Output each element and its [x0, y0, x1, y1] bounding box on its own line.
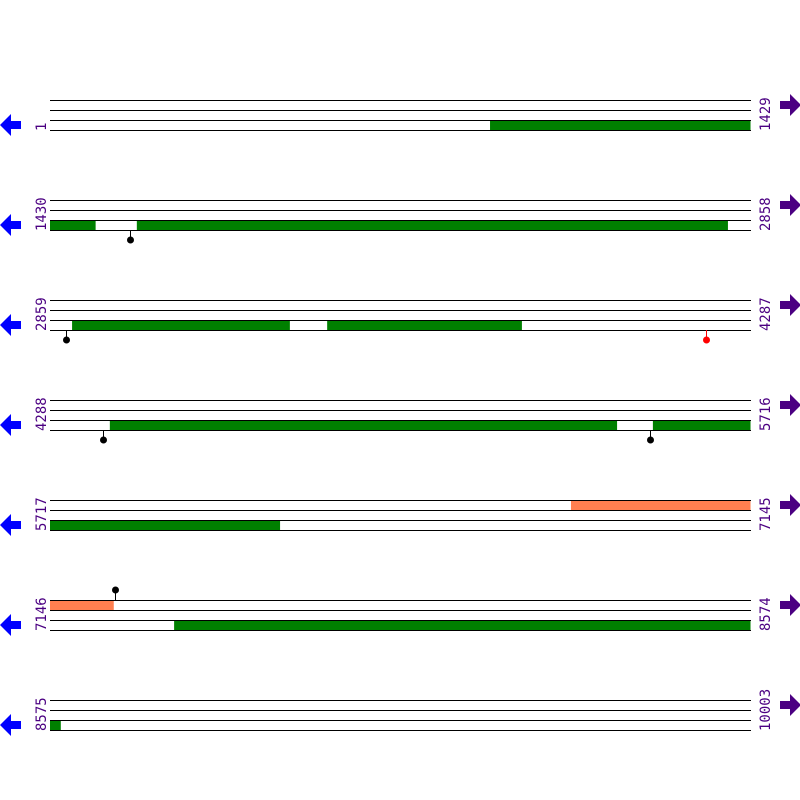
row-end-label: 2858 — [758, 197, 774, 231]
sequence-row: 8575 10003 — [0, 689, 800, 736]
row-end-label: 1429 — [758, 97, 774, 131]
arrow-left-icon[interactable] — [0, 114, 21, 136]
sequence-row: 2859 4287 — [0, 294, 800, 344]
orf-feature — [327, 320, 522, 330]
arrow-left-icon[interactable] — [0, 614, 21, 636]
row-end-label: 10003 — [758, 689, 774, 731]
arrow-left-icon[interactable] — [0, 514, 21, 536]
arrow-left-icon[interactable] — [0, 414, 21, 436]
sequence-row: 1430 2858 — [0, 194, 800, 244]
orf-feature — [109, 420, 618, 430]
orf-feature — [652, 420, 751, 430]
arrow-right-icon[interactable] — [780, 694, 800, 716]
arrow-right-icon[interactable] — [780, 194, 800, 216]
row-start-label: 4288 — [34, 397, 50, 431]
row-start-label: 1430 — [34, 197, 50, 231]
marker-dot — [112, 586, 119, 594]
row-start-label: 8575 — [34, 697, 50, 731]
sequence-row: 4288 5716 — [0, 394, 800, 444]
sequence-row: 7146 8574 — [0, 586, 800, 636]
row-end-label: 8574 — [758, 597, 774, 631]
arrow-right-icon[interactable] — [780, 594, 800, 616]
sequence-row: 1 1429 — [0, 94, 800, 136]
arrow-right-icon[interactable] — [780, 94, 800, 116]
marker-dot — [703, 336, 710, 344]
orf-feature — [136, 220, 728, 230]
marker-dot — [100, 436, 107, 444]
orf-feature — [50, 220, 96, 230]
marker-dot — [63, 336, 70, 344]
orf-feature — [50, 520, 281, 530]
row-start-label: 1 — [34, 123, 50, 131]
orf-feature — [570, 500, 751, 510]
row-start-label: 7146 — [34, 597, 50, 631]
arrow-right-icon[interactable] — [780, 494, 800, 516]
arrow-left-icon[interactable] — [0, 714, 21, 736]
orf-feature — [72, 320, 290, 330]
sequence-row: 5717 7145 — [0, 494, 800, 536]
orf-feature — [50, 720, 61, 730]
marker-dot — [127, 236, 134, 244]
arrow-right-icon[interactable] — [780, 294, 800, 316]
row-end-label: 7145 — [758, 497, 774, 531]
arrow-left-icon[interactable] — [0, 314, 21, 336]
orf-feature — [50, 600, 114, 610]
arrow-left-icon[interactable] — [0, 214, 21, 236]
row-start-label: 5717 — [34, 497, 50, 531]
row-end-label: 5716 — [758, 397, 774, 431]
marker-dot — [647, 436, 654, 444]
row-start-label: 2859 — [34, 297, 50, 331]
row-end-label: 4287 — [758, 297, 774, 331]
orf-feature — [490, 120, 751, 130]
arrow-right-icon[interactable] — [780, 394, 800, 416]
orf-feature — [174, 620, 751, 630]
